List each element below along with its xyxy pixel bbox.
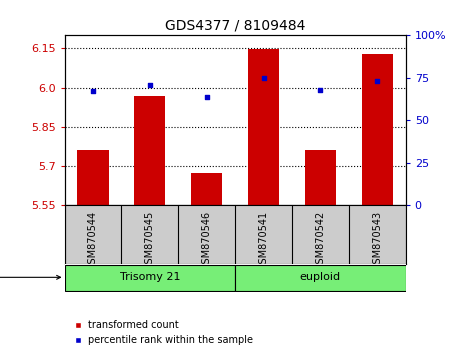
Text: Trisomy 21: Trisomy 21: [119, 272, 180, 282]
Bar: [235, 265, 406, 291]
Text: euploid: euploid: [300, 272, 341, 282]
Point: [146, 82, 154, 87]
Text: genotype/variation: genotype/variation: [0, 272, 60, 282]
Bar: [191, 173, 222, 205]
Text: GSM870543: GSM870543: [372, 211, 382, 270]
Title: GDS4377 / 8109484: GDS4377 / 8109484: [165, 19, 305, 33]
Bar: [305, 150, 336, 205]
Point: [317, 87, 324, 93]
Bar: [134, 96, 165, 205]
Point: [260, 75, 267, 81]
Legend: transformed count, percentile rank within the sample: transformed count, percentile rank withi…: [70, 316, 257, 349]
Point: [89, 88, 97, 94]
Text: GSM870542: GSM870542: [315, 211, 325, 270]
Point: [203, 94, 210, 99]
Text: GSM870545: GSM870545: [145, 211, 155, 270]
Bar: [65, 265, 235, 291]
Bar: [361, 54, 393, 205]
Text: GSM870541: GSM870541: [259, 211, 269, 270]
Text: GSM870546: GSM870546: [201, 211, 212, 270]
Bar: [248, 49, 279, 205]
Text: GSM870544: GSM870544: [88, 211, 98, 270]
Bar: [77, 150, 109, 205]
Point: [373, 79, 381, 84]
